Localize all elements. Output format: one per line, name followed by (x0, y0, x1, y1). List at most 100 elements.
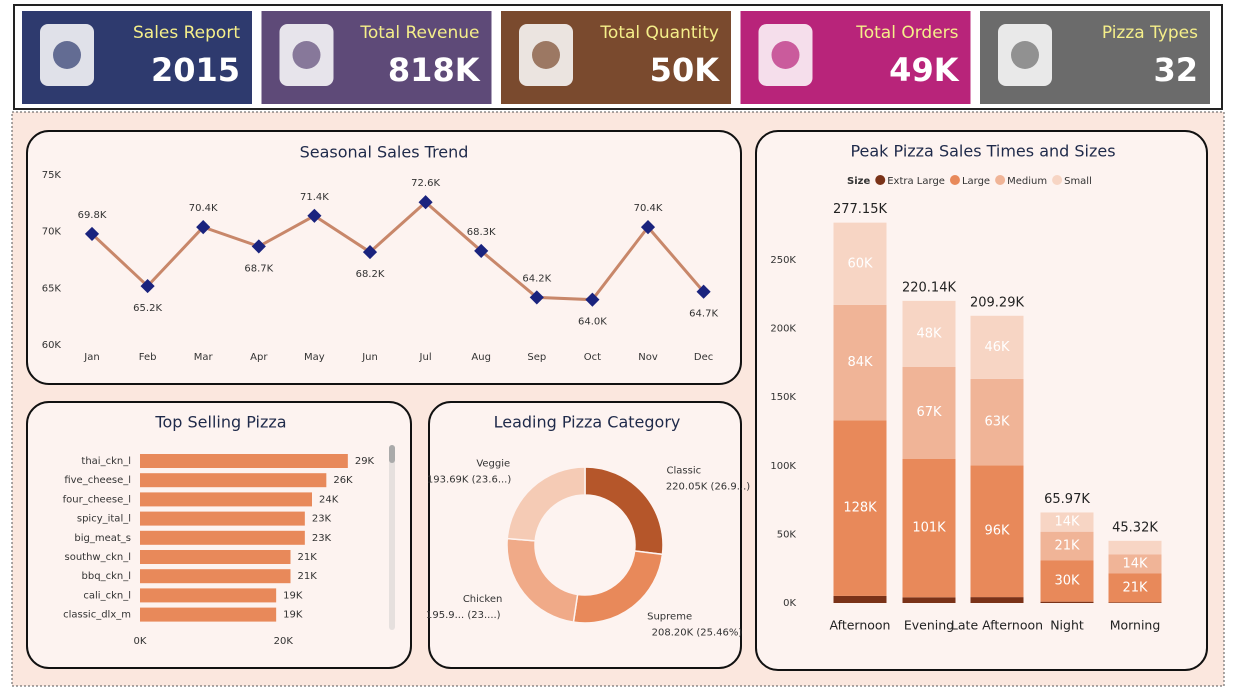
total-label: 277.15K (833, 202, 887, 217)
y-tick-label: five_cheese_l (64, 475, 131, 486)
kpi-value: 2015 (151, 51, 240, 89)
slice-label: Classic (667, 466, 702, 477)
panel (428, 401, 742, 669)
segment-label: 60K (847, 256, 873, 271)
data-label: 64.7K (689, 309, 718, 320)
data-label: 68.2K (356, 269, 385, 280)
bar-segment (1108, 554, 1162, 574)
y-tick-label: cali_ckn_l (83, 590, 131, 601)
kpi-value: 50K (650, 51, 721, 89)
y-tick-label: classic_dlx_m (63, 610, 131, 621)
bar-segment (1040, 531, 1094, 561)
marker (474, 243, 489, 259)
legend-swatch (949, 175, 960, 185)
x-tick-label: Apr (250, 352, 268, 363)
bar-segment (970, 315, 1024, 379)
segment-label: 63K (984, 415, 1010, 430)
kpi-value: 818K (388, 51, 481, 89)
x-tick-label: Nov (638, 352, 658, 363)
segment-label: 96K (984, 524, 1010, 539)
x-tick-label: Evening (904, 618, 954, 633)
data-label: 24K (319, 494, 339, 505)
total-label: 45.32K (1112, 520, 1158, 535)
x-tick-label: Sep (527, 352, 546, 363)
y-tick-label: four_cheese_l (63, 494, 131, 505)
data-label: 68.7K (244, 263, 273, 274)
marker (640, 220, 656, 235)
slice-value: 193.69K (23.6...) (427, 474, 511, 485)
y-tick-label: 60K (42, 340, 62, 351)
slice-label: Veggie (476, 458, 510, 469)
scroll-thumb[interactable] (389, 445, 395, 463)
series-line (90, 200, 705, 302)
data-label: 19K (283, 610, 303, 621)
legend-swatch (995, 175, 1006, 185)
kpi-value: 49K (889, 51, 960, 89)
bar (140, 588, 277, 603)
bar-segment (902, 458, 956, 598)
x-tick-label: Jul (419, 352, 432, 363)
kpi-icon (53, 41, 81, 69)
bar-segment (1040, 512, 1094, 532)
y-tick-label: 150K (770, 392, 796, 403)
segment-label: 84K (847, 355, 873, 370)
marker (696, 284, 711, 299)
slice-value: 220.05K (26.9...) (666, 482, 750, 493)
legend-swatch (1052, 175, 1063, 185)
x-tick-label: Aug (471, 352, 491, 363)
x-tick-label: Jan (83, 352, 99, 363)
chart-title: Seasonal Sales Trend (300, 143, 469, 162)
data-label: 72.6K (411, 178, 440, 189)
kpi-title: Sales Report (133, 23, 240, 43)
segment-label: 30K (1054, 574, 1080, 589)
chart-title: Peak Pizza Sales Times and Sizes (850, 142, 1115, 161)
kpi-title: Total Quantity (599, 23, 719, 43)
bar (140, 607, 277, 622)
bar (140, 530, 305, 545)
bar (140, 492, 312, 507)
bar-segment (833, 304, 887, 421)
bar (140, 473, 327, 488)
bar-segment (970, 378, 1024, 466)
y-tick-label: 75K (42, 170, 62, 181)
bar (140, 454, 348, 468)
scrollbar[interactable] (389, 445, 395, 630)
bar-segment (902, 300, 956, 367)
legend-title: Size (847, 176, 870, 187)
donut-slice (506, 466, 586, 542)
x-tick-label: Feb (139, 352, 157, 363)
x-tick-label: Oct (584, 352, 601, 363)
slice-label: Chicken (463, 594, 503, 605)
bar (140, 550, 291, 564)
data-label: 70.4K (634, 203, 663, 214)
y-tick-label: bbq_ckn_l (82, 571, 131, 582)
y-tick-label: 200K (770, 324, 796, 335)
kpi-title: Pizza Types (1102, 23, 1198, 43)
data-label: 70.4K (189, 203, 218, 214)
data-label: 26K (333, 475, 353, 486)
x-tick-label: Mar (194, 352, 214, 363)
bar-segment (1040, 601, 1094, 603)
y-tick-label: 100K (770, 461, 796, 472)
kpi-icon (532, 41, 560, 69)
kpi-icon (771, 41, 800, 69)
bar-segment (902, 597, 956, 603)
marker (418, 195, 433, 210)
data-label: 29K (355, 456, 375, 467)
x-tick-label: May (304, 352, 325, 363)
bar-segment (1040, 560, 1094, 602)
data-label: 65.2K (133, 303, 162, 314)
kpi-value: 32 (1153, 51, 1198, 89)
y-tick-label: 250K (770, 255, 796, 266)
kpi-icon (292, 41, 321, 69)
bar-segment (970, 465, 1024, 598)
bar (140, 569, 291, 584)
marker (307, 208, 322, 223)
legend-swatch (875, 175, 886, 185)
marker (140, 278, 155, 294)
segment-label: 46K (984, 340, 1010, 355)
slice-value: 195.9... (23....) (426, 610, 501, 621)
kpi-icon (1011, 41, 1039, 69)
bar (140, 511, 305, 526)
